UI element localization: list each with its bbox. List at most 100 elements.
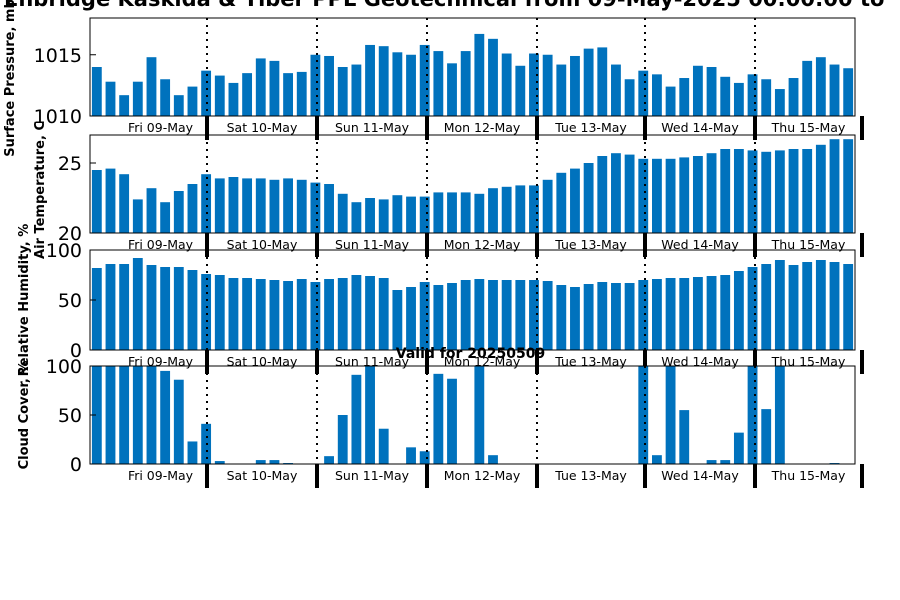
bar [843,264,854,350]
bar [119,366,130,464]
bar [720,275,731,350]
bar [255,460,266,464]
bar [788,78,799,116]
day-label: Tue 13-May [554,237,627,252]
bar [556,172,567,233]
bar [433,51,444,116]
bar [351,275,362,350]
y-axis-label: Surface Pressure, mb [3,0,18,157]
day-label: Thu 15-May [771,468,846,483]
bar [638,280,649,350]
bar [351,202,362,233]
day-label: Mon 12-May [444,237,521,252]
bar [665,158,676,233]
bar [460,280,471,350]
bar [269,460,280,464]
bar [351,374,362,464]
bar [324,55,334,116]
bar [132,366,143,464]
bar [665,278,676,350]
bar [829,139,840,233]
bar [406,287,416,350]
bar [119,95,130,116]
y-tick-label: 1010 [34,106,82,128]
bar [788,265,799,350]
bar [570,287,580,350]
bar [652,74,662,116]
bar [392,52,403,116]
bar [296,279,307,350]
panel-subtitle: Valid for 20250509 [396,346,545,362]
bar [187,441,198,464]
bar [269,280,280,350]
bar [187,270,198,350]
bar [433,192,444,233]
bar [201,70,212,116]
bar [597,282,608,350]
bar [132,81,143,116]
bar [201,274,212,350]
y-tick-label: 0 [70,454,82,476]
bar [611,64,621,116]
bar [255,178,266,233]
bar [488,38,498,116]
bar [365,366,375,464]
bar [173,191,184,233]
day-label: Thu 15-May [771,354,846,369]
bar [665,366,676,464]
bar [146,57,157,116]
bar [761,264,772,350]
bar [160,267,171,350]
bar [337,193,348,233]
day-label: Sat 10-May [227,354,298,369]
bar [515,185,526,233]
bar [815,144,826,233]
bar [583,284,594,350]
bar [433,373,444,464]
bar [611,153,621,233]
bar [119,264,130,350]
bar [692,156,703,233]
bar [91,67,102,116]
y-tick-label: 100 [46,240,82,262]
bar [624,79,635,116]
bar [406,54,416,116]
bar [788,149,799,233]
bar [733,271,744,350]
bar [652,455,662,464]
bar [460,192,471,233]
bar [556,64,567,116]
bar [692,65,703,116]
bar [747,74,758,116]
bar [597,156,608,233]
bar [679,157,690,233]
bar [378,199,389,233]
bar [761,79,772,116]
bar [652,158,662,233]
bar [255,58,266,116]
bar [433,285,444,350]
bar [829,64,840,116]
y-tick-label: 20 [58,223,82,245]
bar [583,163,594,233]
day-label: Sun 11-May [335,354,410,369]
bar [351,64,362,116]
bar [447,283,457,350]
y-axis-label: Cloud Cover, % [17,361,32,470]
bar [774,89,785,116]
bar [406,447,416,464]
bar [679,410,690,464]
bar [214,178,225,233]
day-label: Thu 15-May [771,120,846,135]
day-label: Thu 15-May [771,237,846,252]
bar [447,378,457,464]
bar [269,60,280,117]
day-label: Sat 10-May [227,237,298,252]
bar [337,67,348,116]
bar [679,78,690,116]
day-label: Tue 13-May [554,120,627,135]
day-label: Wed 14-May [661,468,739,483]
bar [843,68,854,116]
day-label: Tue 13-May [554,354,627,369]
bar [720,76,731,116]
